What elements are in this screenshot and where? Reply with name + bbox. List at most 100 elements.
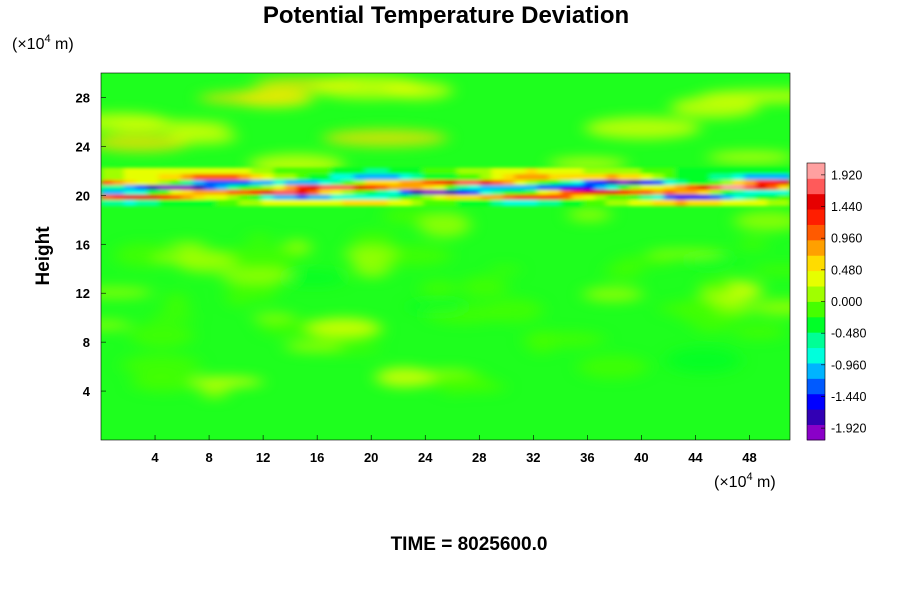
band-cell bbox=[502, 194, 515, 202]
band-cell bbox=[307, 180, 320, 187]
band-cell bbox=[422, 180, 435, 187]
colorbar-swatch bbox=[807, 209, 825, 225]
band-cell bbox=[296, 199, 309, 207]
band-cell bbox=[548, 194, 561, 202]
band-cell bbox=[514, 173, 527, 181]
band-cell bbox=[342, 199, 355, 207]
band-cell bbox=[101, 194, 114, 202]
band-cell bbox=[238, 167, 251, 175]
band-cell bbox=[514, 184, 527, 192]
band-cell bbox=[594, 167, 607, 175]
band-cell bbox=[227, 194, 240, 202]
band-cell bbox=[411, 199, 424, 207]
band-cell bbox=[388, 167, 401, 175]
band-cell bbox=[353, 167, 366, 175]
band-cell bbox=[479, 173, 493, 181]
field-patch bbox=[149, 312, 197, 322]
band-cell bbox=[307, 189, 320, 197]
band-cell bbox=[594, 180, 607, 187]
band-cell bbox=[342, 180, 355, 187]
colorbar-swatch bbox=[807, 393, 825, 410]
x-tick-label: 40 bbox=[634, 450, 648, 465]
band-cell bbox=[514, 167, 527, 175]
band-cell bbox=[204, 167, 217, 175]
band-cell bbox=[629, 194, 642, 202]
field-patch bbox=[577, 355, 648, 379]
band-cell bbox=[652, 167, 665, 175]
band-cell bbox=[744, 194, 757, 202]
band-cell bbox=[663, 189, 676, 197]
band-cell bbox=[594, 189, 607, 197]
band-cell bbox=[101, 167, 114, 175]
band-cell bbox=[698, 189, 711, 197]
field-patch bbox=[733, 211, 790, 231]
field-patch bbox=[567, 207, 612, 222]
band-cell bbox=[629, 180, 642, 187]
band-cell bbox=[755, 194, 768, 202]
band-cell bbox=[502, 167, 515, 175]
band-cell bbox=[146, 173, 160, 181]
band-cell bbox=[146, 189, 160, 197]
band-cell bbox=[181, 184, 194, 192]
band-cell bbox=[434, 173, 447, 181]
band-cell bbox=[123, 199, 137, 207]
heatmap-field bbox=[101, 73, 790, 440]
band-cell bbox=[686, 173, 699, 181]
band-cell bbox=[514, 199, 527, 207]
band-cell bbox=[284, 199, 297, 207]
field-patch bbox=[101, 133, 190, 153]
band-cell bbox=[744, 167, 757, 175]
band-cell bbox=[468, 184, 481, 192]
colorbar-swatch bbox=[807, 301, 825, 318]
band-cell bbox=[319, 173, 332, 181]
band-cell bbox=[721, 173, 734, 181]
band-cell bbox=[158, 189, 171, 197]
x-tick-label: 44 bbox=[688, 450, 703, 465]
band-cell bbox=[330, 167, 343, 175]
band-cell bbox=[755, 184, 768, 192]
colorbar-swatch bbox=[807, 347, 825, 364]
band-cell bbox=[330, 180, 343, 187]
colorbar-swatch bbox=[807, 409, 825, 426]
band-cell bbox=[261, 199, 274, 207]
y-axis-label: Height bbox=[33, 226, 54, 286]
band-cell bbox=[376, 167, 389, 175]
band-cell bbox=[479, 199, 493, 207]
band-cell bbox=[273, 199, 286, 207]
band-cell bbox=[261, 184, 274, 192]
band-cell bbox=[778, 184, 790, 192]
field-patch bbox=[167, 128, 237, 145]
field-patch bbox=[101, 287, 153, 298]
colorbar-tick-label: -0.960 bbox=[831, 358, 866, 372]
band-cell bbox=[365, 189, 378, 197]
colorbar-tick-label: -0.480 bbox=[831, 327, 866, 341]
band-cell bbox=[101, 173, 114, 181]
band-cell bbox=[169, 194, 182, 202]
band-cell bbox=[548, 167, 561, 175]
band-cell bbox=[767, 180, 780, 187]
band-cell bbox=[434, 167, 447, 175]
field-patch bbox=[136, 374, 180, 383]
band-cell bbox=[709, 180, 722, 187]
band-cell bbox=[319, 167, 332, 175]
field-patch bbox=[418, 212, 471, 238]
band-cell bbox=[652, 194, 665, 202]
band-cell bbox=[411, 189, 424, 197]
band-cell bbox=[445, 173, 458, 181]
field-patch bbox=[222, 245, 301, 265]
colorbar-swatch bbox=[807, 163, 825, 179]
band-cell bbox=[227, 173, 240, 181]
band-cell bbox=[273, 189, 286, 197]
field-patch bbox=[460, 275, 509, 299]
band-cell bbox=[629, 167, 642, 175]
band-cell bbox=[399, 189, 412, 197]
band-cell bbox=[296, 194, 309, 202]
field-patch bbox=[584, 116, 701, 140]
colorbar-tick-label: 0.960 bbox=[831, 232, 862, 246]
band-cell bbox=[640, 184, 653, 192]
band-cell bbox=[456, 167, 470, 175]
band-cell bbox=[330, 194, 343, 202]
band-cell bbox=[434, 199, 447, 207]
band-cell bbox=[273, 167, 286, 175]
